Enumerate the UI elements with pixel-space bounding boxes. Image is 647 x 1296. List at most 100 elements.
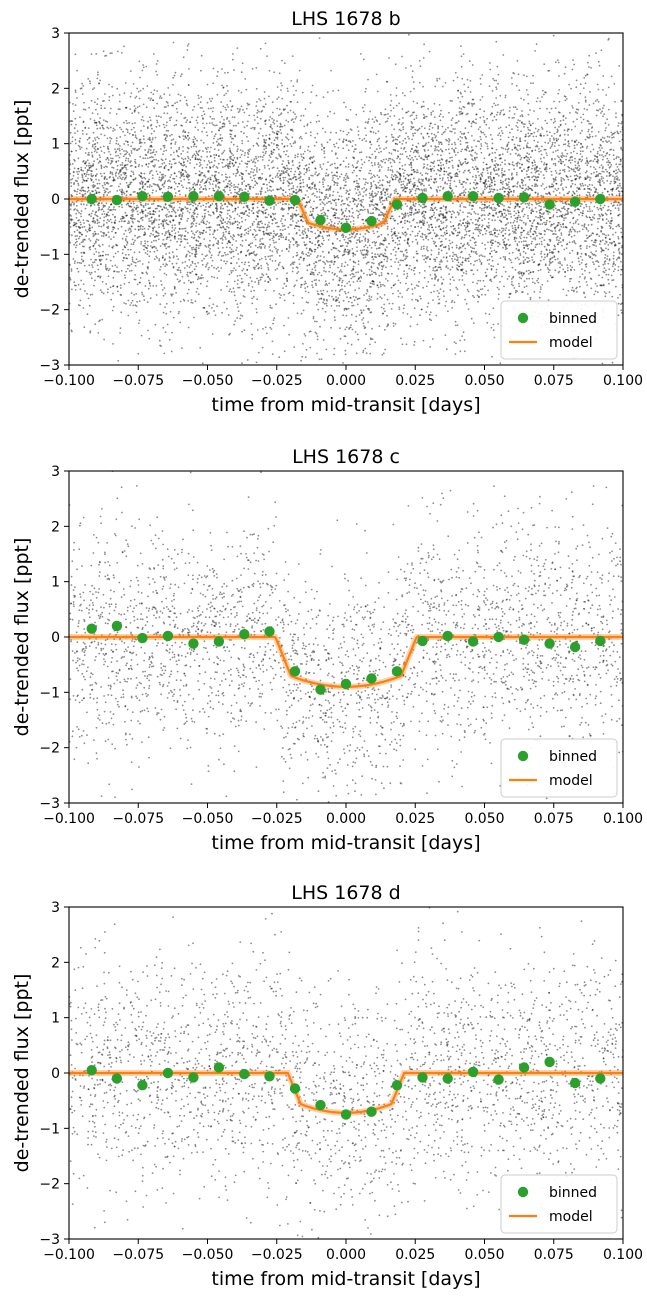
raw-point	[161, 289, 164, 291]
raw-point	[390, 133, 393, 136]
raw-point	[160, 345, 163, 347]
raw-point	[125, 166, 127, 169]
raw-point	[380, 261, 383, 264]
raw-point	[134, 264, 137, 267]
raw-point	[322, 301, 324, 304]
raw-point	[374, 195, 377, 198]
raw-point	[334, 198, 337, 201]
raw-point	[142, 64, 145, 66]
raw-point	[474, 218, 477, 221]
raw-point	[379, 261, 381, 264]
raw-point	[396, 222, 399, 225]
raw-point	[260, 264, 262, 267]
raw-point	[447, 267, 449, 270]
raw-point	[497, 298, 500, 300]
raw-point	[98, 221, 101, 224]
raw-point	[212, 303, 215, 306]
raw-point	[598, 235, 601, 238]
raw-point	[499, 215, 502, 218]
raw-point	[489, 171, 492, 174]
raw-point	[435, 173, 438, 175]
raw-point	[599, 149, 602, 152]
raw-point	[253, 253, 256, 256]
raw-point	[468, 204, 471, 207]
raw-point	[347, 248, 349, 251]
raw-point	[304, 150, 306, 153]
raw-point	[508, 188, 511, 191]
raw-point	[595, 260, 597, 263]
raw-point	[405, 132, 407, 135]
raw-point	[521, 181, 523, 184]
raw-point	[382, 312, 384, 315]
raw-point	[402, 175, 405, 178]
raw-point	[549, 240, 552, 243]
raw-point	[212, 123, 215, 126]
raw-point	[125, 181, 128, 184]
raw-point	[83, 101, 85, 104]
raw-point	[558, 100, 561, 103]
raw-point	[139, 277, 142, 279]
raw-point	[99, 245, 101, 248]
raw-point	[72, 110, 75, 113]
raw-point	[531, 256, 533, 258]
raw-point	[249, 226, 252, 228]
raw-point	[142, 138, 145, 141]
raw-point	[339, 245, 342, 248]
raw-point	[323, 179, 326, 181]
raw-point	[243, 202, 246, 205]
raw-point	[484, 201, 486, 204]
raw-point	[150, 241, 153, 244]
raw-point	[390, 308, 393, 310]
raw-point	[342, 299, 345, 302]
raw-point	[435, 181, 438, 183]
raw-point	[228, 156, 231, 159]
raw-point	[490, 230, 492, 233]
raw-point	[534, 207, 537, 209]
raw-point	[137, 213, 139, 216]
raw-point	[212, 67, 215, 70]
raw-point	[481, 293, 483, 296]
raw-point	[368, 244, 371, 247]
raw-point	[205, 131, 208, 134]
raw-point	[574, 157, 576, 160]
raw-point	[80, 203, 83, 206]
raw-point	[366, 208, 369, 211]
raw-point	[404, 249, 407, 252]
raw-point	[219, 214, 222, 217]
raw-point	[610, 202, 613, 205]
raw-point	[140, 334, 143, 337]
raw-point	[259, 276, 262, 279]
raw-point	[135, 95, 138, 98]
raw-point	[518, 258, 520, 261]
raw-point	[90, 215, 92, 218]
raw-point	[520, 169, 523, 172]
raw-point	[225, 176, 227, 178]
raw-point	[565, 186, 568, 189]
raw-point	[504, 209, 507, 212]
raw-point	[184, 96, 186, 98]
raw-point	[422, 215, 424, 218]
raw-point	[200, 139, 203, 142]
raw-point	[548, 244, 550, 247]
raw-point	[123, 274, 126, 277]
raw-point	[600, 229, 603, 232]
raw-point	[295, 225, 298, 228]
raw-point	[107, 288, 109, 291]
raw-point	[88, 137, 90, 140]
raw-point	[283, 299, 286, 302]
raw-point	[498, 132, 501, 135]
raw-point	[142, 66, 145, 69]
raw-point	[194, 137, 197, 140]
raw-point	[404, 214, 407, 217]
raw-point	[468, 244, 470, 247]
raw-point	[485, 123, 488, 126]
raw-point	[595, 114, 598, 117]
raw-point	[599, 204, 602, 207]
raw-point	[266, 262, 268, 265]
raw-point	[296, 191, 298, 194]
raw-point	[515, 84, 518, 87]
raw-point	[125, 128, 128, 131]
raw-point	[195, 231, 198, 234]
raw-point	[428, 125, 431, 127]
raw-point	[275, 144, 278, 147]
